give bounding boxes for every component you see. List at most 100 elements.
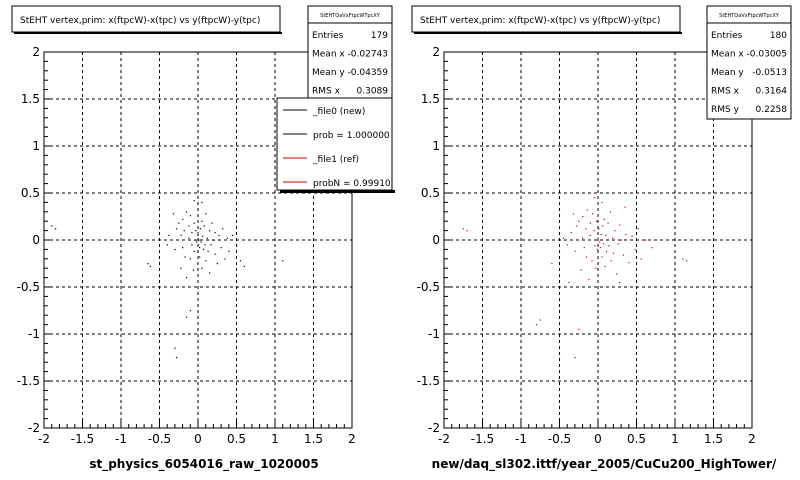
data-point [583,247,585,249]
data-point [597,237,599,239]
data-point [209,272,211,274]
data-point [607,222,609,224]
y-tick-label: -0.5 [417,280,440,294]
data-point [183,230,185,232]
data-point [204,244,206,246]
y-tick-label: -2 [428,421,440,435]
data-point [589,234,591,236]
data-point [166,244,168,246]
x-tick-label: -2 [438,432,450,446]
data-point [193,222,195,224]
x-tick-label: 1.5 [704,432,723,446]
x-tick-label: 0.5 [227,432,246,446]
title-box [411,5,681,33]
data-point [199,256,201,258]
stats-value: 0.3164 [756,87,788,97]
chart-panel-1: -2 -1.5 -1 -0.5 0 0.5 1 1.5 2 -2 -1.5 -1 -0.5 0 0.5 1 1.… [11,5,395,472]
data-point [203,225,205,227]
data-point [282,260,284,262]
data-point [185,277,188,279]
x-tick-label: -1 [115,432,127,446]
data-point [214,253,216,255]
data-point [189,310,191,312]
data-point [224,258,226,260]
data-point [194,239,196,241]
data-point [243,265,245,268]
data-point [637,228,639,230]
data-point [180,234,182,236]
data-point [609,211,612,213]
data-point [551,263,553,265]
data-point [608,245,610,247]
data-point [191,231,193,234]
data-point [582,216,584,218]
y-tick-label: 0 [432,233,440,247]
data-point [210,244,212,246]
data-point [147,263,149,265]
data-point [149,265,151,268]
y-tick-label: 0.5 [21,186,40,200]
y-tick-label: -1.5 [417,374,440,388]
data-point [631,235,633,237]
data-point [580,269,582,271]
stats-label: Mean y [312,68,345,78]
chart-title: StEHT vertex,prim: x(ftpcW)-x(tpc) vs y(… [20,16,260,26]
y-tick-label: 0 [32,233,40,247]
data-point [601,256,603,258]
data-point [651,247,653,249]
x-tick-label: 1.5 [304,432,323,446]
data-point [236,244,238,246]
legend-shadow [280,190,395,193]
data-point [588,278,590,281]
data-point [595,220,598,222]
data-point [193,250,195,252]
data-point [174,347,176,349]
y-tick-label: 1 [432,139,440,153]
data-point [199,228,202,230]
data-point [168,234,170,236]
data-point [180,267,182,269]
data-point [51,225,53,227]
stats-label: Mean y [711,68,744,78]
data-point [200,241,202,243]
data-point [604,265,606,268]
data-point [207,250,209,252]
data-point [195,230,197,232]
stats-value: 0.3089 [357,87,389,97]
stats-name: StEHTQaVxFtpcWTpcXY [719,13,780,19]
data-point [619,224,621,226]
data-point [620,239,622,241]
y-tick-label: 0.5 [421,186,440,200]
data-point [605,250,608,252]
data-point [589,222,591,224]
data-point [601,201,603,204]
data-point [612,237,614,239]
data-point [593,197,595,199]
data-point [610,260,612,262]
data-point [578,220,580,222]
data-point [594,245,596,247]
y-tick-label: 2 [432,45,440,59]
data-point [599,241,601,243]
x-tick-label: -0.5 [148,432,171,446]
data-point [197,244,199,246]
x-tick-label: 1 [271,432,279,446]
stats-label: Entries [711,31,743,41]
data-point [201,220,203,222]
data-point [191,244,193,246]
data-point [228,250,230,252]
x-axis-label: st_physics_6054016_raw_1020005 [89,457,318,472]
data-point [198,239,200,241]
data-point [582,237,584,239]
data-point [578,328,580,330]
data-point [602,225,604,227]
data-point [686,260,688,262]
data-point [188,237,190,239]
data-point [592,213,594,215]
data-point [614,230,616,232]
stats-label: Mean x [312,50,345,60]
data-point [193,200,195,202]
data-point [182,218,184,221]
data-point [568,281,570,283]
